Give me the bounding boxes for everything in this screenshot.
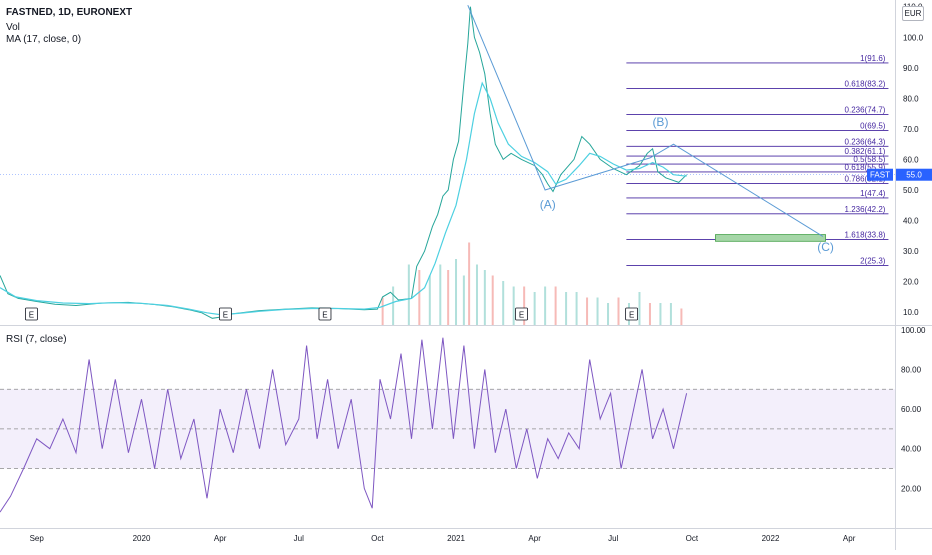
ma-series-line xyxy=(0,81,687,316)
volume-bar xyxy=(491,275,494,325)
fib-level-label: 1(91.6) xyxy=(860,54,886,63)
fib-level-label: 0.382(61.1) xyxy=(845,147,886,156)
volume-bar xyxy=(483,270,486,325)
fib-level-label: 0.5(58.5) xyxy=(853,155,885,164)
volume-bar xyxy=(462,275,465,325)
target-box xyxy=(715,234,826,242)
volume-bar xyxy=(468,242,471,325)
volume-bar xyxy=(381,297,384,325)
time-tick-label: Sep xyxy=(30,534,45,543)
volume-bar xyxy=(418,270,421,325)
rsi-series-line xyxy=(0,337,688,513)
volume-bar xyxy=(554,286,557,325)
fib-level-label: 1.236(42.2) xyxy=(845,205,886,214)
time-tick-label: Oct xyxy=(686,534,699,543)
rsi-tick-label: 40.00 xyxy=(901,445,922,454)
price-tick-label: 20.0 xyxy=(903,278,919,287)
volume-bar xyxy=(638,292,641,325)
volume-bar xyxy=(533,292,536,325)
fib-level-label: 0.236(64.3) xyxy=(845,137,886,146)
volume-legend[interactable]: Vol xyxy=(6,22,20,33)
volume-bar xyxy=(565,292,568,325)
elliott-wave-label: (A) xyxy=(540,197,556,211)
price-tick-label: 30.0 xyxy=(903,247,919,256)
price-tick-label: 40.0 xyxy=(903,217,919,226)
time-tick-label: 2021 xyxy=(447,534,465,543)
rsi-tick-label: 60.00 xyxy=(901,405,922,414)
elliott-wave-label: (B) xyxy=(652,115,668,129)
price-series-line xyxy=(0,6,687,319)
time-tick-label: Apr xyxy=(843,534,856,543)
volume-bar xyxy=(475,264,478,325)
rsi-tick-label: 20.00 xyxy=(901,484,922,493)
rsi-tick-label: 80.00 xyxy=(901,365,922,374)
earnings-marker xyxy=(625,307,639,321)
volume-bar xyxy=(447,270,450,325)
volume-bar xyxy=(407,264,410,325)
price-tick-label: 100.0 xyxy=(903,33,924,42)
fib-level-label: 0.618(83.2) xyxy=(845,80,886,89)
earnings-marker-label: E xyxy=(322,311,327,320)
volume-bar xyxy=(502,281,505,325)
volume-bar xyxy=(648,303,651,325)
price-tick-label: 60.0 xyxy=(903,155,919,164)
volume-bar xyxy=(575,292,578,325)
earnings-marker xyxy=(515,307,528,321)
price-tick-label: 70.0 xyxy=(903,125,919,134)
time-tick-label: Jul xyxy=(608,534,618,543)
elliott-wave-line xyxy=(467,5,824,237)
earnings-marker-label: E xyxy=(629,311,634,320)
volume-bar xyxy=(455,259,458,325)
price-tick-label: 10.0 xyxy=(903,308,919,317)
time-tick-label: Jul xyxy=(294,534,304,543)
price-tick-label: 90.0 xyxy=(903,64,919,73)
earnings-marker xyxy=(318,307,332,321)
last-price-badge: 55.0 xyxy=(906,171,922,180)
fib-level-label: 0.618(55.9) xyxy=(845,163,886,172)
fib-level-label: 0(69.5) xyxy=(860,121,886,130)
ma-legend[interactable]: MA (17, close, 0) xyxy=(6,34,82,45)
time-tick-label: 2022 xyxy=(762,534,780,543)
volume-bar xyxy=(659,303,662,325)
fib-level-label: 0.236(74.7) xyxy=(845,106,886,115)
volume-bar xyxy=(680,308,683,325)
earnings-marker xyxy=(25,307,38,321)
earnings-marker-label: E xyxy=(519,311,524,320)
last-price-tag-bg xyxy=(867,168,893,181)
volume-bar xyxy=(617,297,620,325)
volume-bar xyxy=(544,286,547,325)
symbol-title: FASTNED, 1D, EURONEXT xyxy=(6,7,133,18)
volume-bar xyxy=(439,264,442,325)
volume-bar xyxy=(607,303,610,325)
time-tick-label: Oct xyxy=(371,534,384,543)
volume-bar xyxy=(586,297,589,325)
time-tick-label: 2020 xyxy=(133,534,151,543)
rsi-legend[interactable]: RSI (7, close) xyxy=(6,334,67,345)
earnings-marker-label: E xyxy=(223,311,228,320)
fib-level-label: 0.786(52.1) xyxy=(845,175,886,184)
price-tick-label: 50.0 xyxy=(903,186,919,195)
elliott-wave-label: (C) xyxy=(817,240,834,254)
volume-bar xyxy=(512,286,515,325)
rsi-tick-label: 100.00 xyxy=(901,326,926,335)
time-tick-label: Apr xyxy=(528,534,541,543)
fib-level-label: 2(25.3) xyxy=(860,256,886,265)
currency-button[interactable]: EUR xyxy=(902,6,924,21)
last-price-badge-bg xyxy=(896,168,932,181)
fib-level-label: 1.618(33.8) xyxy=(845,230,886,239)
volume-bar xyxy=(669,303,672,325)
earnings-marker xyxy=(218,307,232,321)
earnings-marker-label: E xyxy=(29,311,34,320)
volume-bar xyxy=(523,286,526,325)
price-tick-label: 80.0 xyxy=(903,94,919,103)
volume-bar xyxy=(392,286,395,325)
last-price-tag: FAST xyxy=(870,171,890,180)
volume-bar xyxy=(428,275,431,325)
volume-bar xyxy=(596,297,599,325)
fib-level-label: 1(47.4) xyxy=(860,189,886,198)
time-tick-label: Apr xyxy=(214,534,227,543)
